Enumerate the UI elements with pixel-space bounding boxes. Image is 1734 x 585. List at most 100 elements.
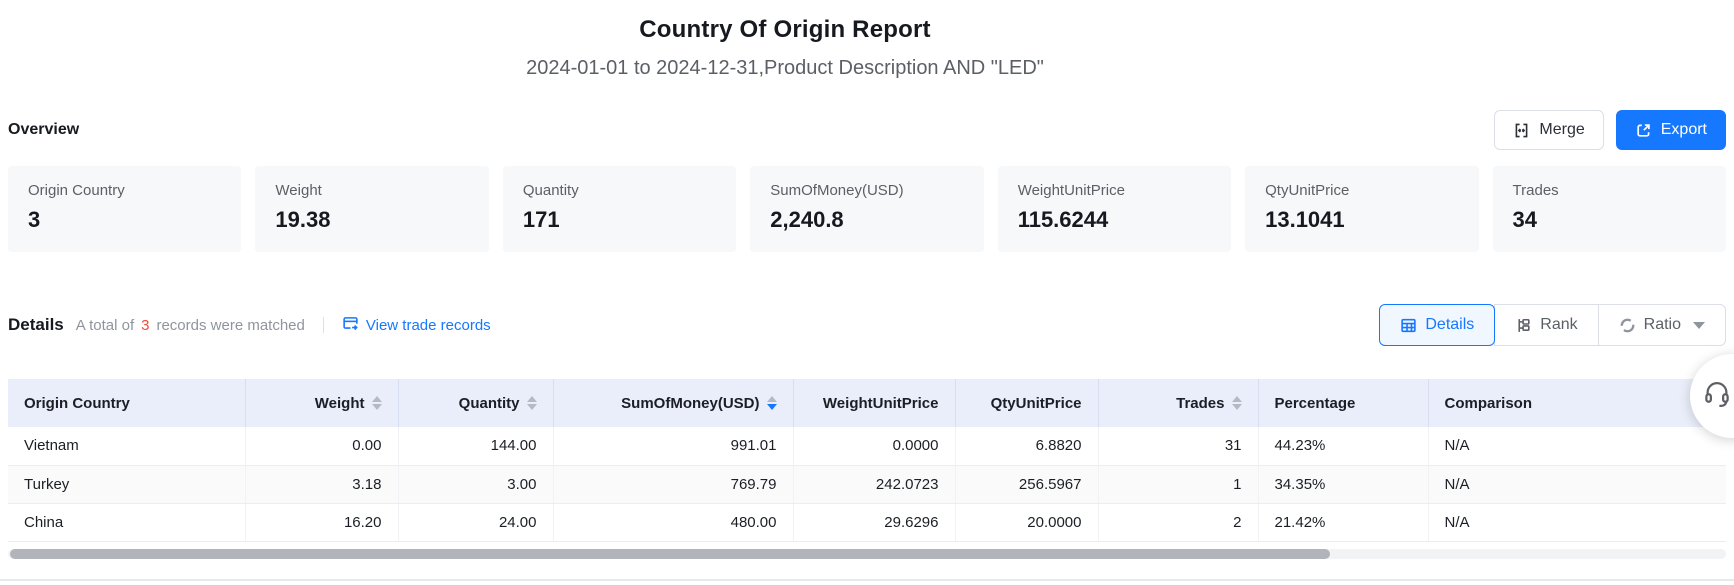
horizontal-scrollbar[interactable]: [8, 548, 1726, 559]
card-value: 19.38: [275, 207, 331, 232]
cell-weight-unit-price: 29.6296: [793, 503, 956, 542]
overview-card-quantity: Quantity 171: [502, 166, 737, 252]
overview-card-origin-country: Origin Country 3: [8, 166, 242, 252]
column-label: Origin Country: [24, 394, 130, 412]
sort-icon[interactable]: [526, 396, 537, 410]
window-arrow-icon: [342, 315, 359, 336]
details-view-label: Details: [1425, 316, 1475, 333]
cell-trades: 2: [1098, 503, 1259, 542]
match-summary-prefix: A total of: [75, 316, 135, 334]
sort-icon-active-desc[interactable]: [766, 396, 777, 410]
cell-weight-unit-price: 242.0723: [793, 465, 956, 504]
scrollbar-thumb[interactable]: [10, 548, 1330, 559]
cell-qty-unit-price: 256.5967: [955, 465, 1099, 504]
cell-origin-country: Turkey: [8, 465, 246, 504]
export-button[interactable]: Export: [1615, 110, 1726, 150]
rank-view-label: Rank: [1540, 316, 1578, 333]
rank-subnode-icon: [1515, 317, 1532, 334]
report-header: Country Of Origin Report 2024-01-01 to 2…: [0, 0, 1570, 80]
details-view-button[interactable]: Details: [1379, 304, 1496, 346]
column-label: WeightUnitPrice: [822, 394, 939, 412]
rank-view-button[interactable]: Rank: [1494, 304, 1599, 346]
card-label: WeightUnitPrice: [1017, 182, 1125, 199]
cell-trades: 1: [1098, 465, 1259, 504]
view-trade-records-link[interactable]: View trade records: [342, 315, 491, 336]
page-title: Country Of Origin Report: [639, 16, 931, 43]
headset-icon: [1702, 379, 1732, 414]
column-header-qty-unit-price: QtyUnitPrice: [955, 379, 1099, 427]
cell-weight: 3.18: [245, 465, 399, 504]
details-table-container: Origin Country Weight Quantity SumOfMone…: [8, 379, 1726, 542]
view-trade-records-label: View trade records: [365, 316, 491, 334]
export-button-label: Export: [1660, 121, 1707, 138]
cell-origin-country: Vietnam: [8, 427, 246, 466]
cell-sum-of-money: 769.79: [553, 465, 794, 504]
cell-percentage: 34.35%: [1258, 465, 1429, 504]
card-value: 115.6244: [1017, 207, 1109, 232]
column-label: Percentage: [1274, 394, 1356, 412]
column-header-quantity[interactable]: Quantity: [398, 379, 554, 427]
column-header-comparison: Comparison: [1428, 379, 1726, 427]
column-label: Trades: [1176, 394, 1225, 412]
match-count: 3: [141, 316, 150, 334]
cell-quantity: 24.00: [398, 503, 554, 542]
column-header-origin-country: Origin Country: [8, 379, 246, 427]
merge-button[interactable]: Merge: [1494, 110, 1604, 150]
card-value: 13.1041: [1265, 207, 1345, 232]
table-header-row: Origin Country Weight Quantity SumOfMone…: [8, 379, 1726, 427]
cell-quantity: 144.00: [398, 427, 554, 466]
toolbar-buttons: Merge Export: [1494, 110, 1726, 150]
column-header-sum-of-money[interactable]: SumOfMoney(USD): [553, 379, 794, 427]
ratio-view-label: Ratio: [1643, 316, 1681, 333]
cell-weight-unit-price: 0.0000: [793, 427, 956, 466]
overview-card-trades: Trades 34: [1492, 166, 1726, 252]
column-label: QtyUnitPrice: [990, 394, 1082, 412]
cell-weight: 16.20: [245, 503, 399, 542]
match-summary-suffix: records were matched: [156, 316, 305, 334]
cell-sum-of-money: 480.00: [553, 503, 794, 542]
cell-origin-country: China: [8, 503, 246, 542]
cell-comparison: N/A: [1428, 465, 1726, 504]
cell-weight: 0.00: [245, 427, 399, 466]
column-label: SumOfMoney(USD): [621, 394, 760, 412]
cell-sum-of-money: 991.01: [553, 427, 794, 466]
column-label: Weight: [314, 394, 365, 412]
column-label: Quantity: [458, 394, 520, 412]
view-toggle-group: Details Rank Ratio: [1379, 304, 1726, 346]
overview-card-weight-unit-price: WeightUnitPrice 115.6244: [997, 166, 1232, 252]
table-row-turkey: Turkey 3.18 3.00 769.79 242.0723 256.596…: [8, 465, 1726, 504]
table-row-china: China 16.20 24.00 480.00 29.6296 20.0000…: [8, 503, 1726, 542]
overview-card-sum-of-money: SumOfMoney(USD) 2,240.8: [750, 166, 984, 252]
column-header-trades[interactable]: Trades: [1098, 379, 1259, 427]
cell-percentage: 44.23%: [1258, 427, 1429, 466]
cell-qty-unit-price: 6.8820: [955, 427, 1099, 466]
card-label: Weight: [275, 182, 322, 199]
details-summary: Details A total of 3 records were matche…: [8, 304, 491, 346]
cell-comparison: N/A: [1428, 503, 1726, 542]
sort-icon[interactable]: [1231, 396, 1242, 410]
cell-trades: 31: [1098, 427, 1259, 466]
column-header-weight-unit-price: WeightUnitPrice: [793, 379, 956, 427]
column-header-weight[interactable]: Weight: [245, 379, 399, 427]
overview-bar: Overview Merge Export: [0, 108, 1734, 152]
cell-percentage: 21.42%: [1258, 503, 1429, 542]
sort-icon[interactable]: [371, 396, 382, 410]
card-label: SumOfMoney(USD): [770, 182, 904, 199]
card-label: Trades: [1512, 182, 1559, 199]
ratio-view-button[interactable]: Ratio: [1597, 304, 1726, 346]
chevron-down-icon: [1693, 321, 1705, 329]
overview-card-qty-unit-price: QtyUnitPrice 13.1041: [1245, 166, 1479, 252]
vertical-divider: [322, 317, 324, 333]
merge-button-label: Merge: [1539, 121, 1585, 138]
card-value: 171: [522, 207, 560, 232]
overview-cards: Origin Country 3 Weight 19.38 Quantity 1…: [0, 166, 1734, 252]
cell-comparison: N/A: [1428, 427, 1726, 466]
cell-quantity: 3.00: [398, 465, 554, 504]
card-value: 2,240.8: [770, 207, 844, 232]
details-bar: Details A total of 3 records were matche…: [0, 304, 1734, 346]
table-row-vietnam: Vietnam 0.00 144.00 991.01 0.0000 6.8820…: [8, 427, 1726, 466]
column-label: Comparison: [1444, 394, 1533, 412]
details-heading: Details: [8, 315, 64, 334]
ratio-circle-icon: [1619, 317, 1636, 334]
cell-qty-unit-price: 20.0000: [955, 503, 1099, 542]
